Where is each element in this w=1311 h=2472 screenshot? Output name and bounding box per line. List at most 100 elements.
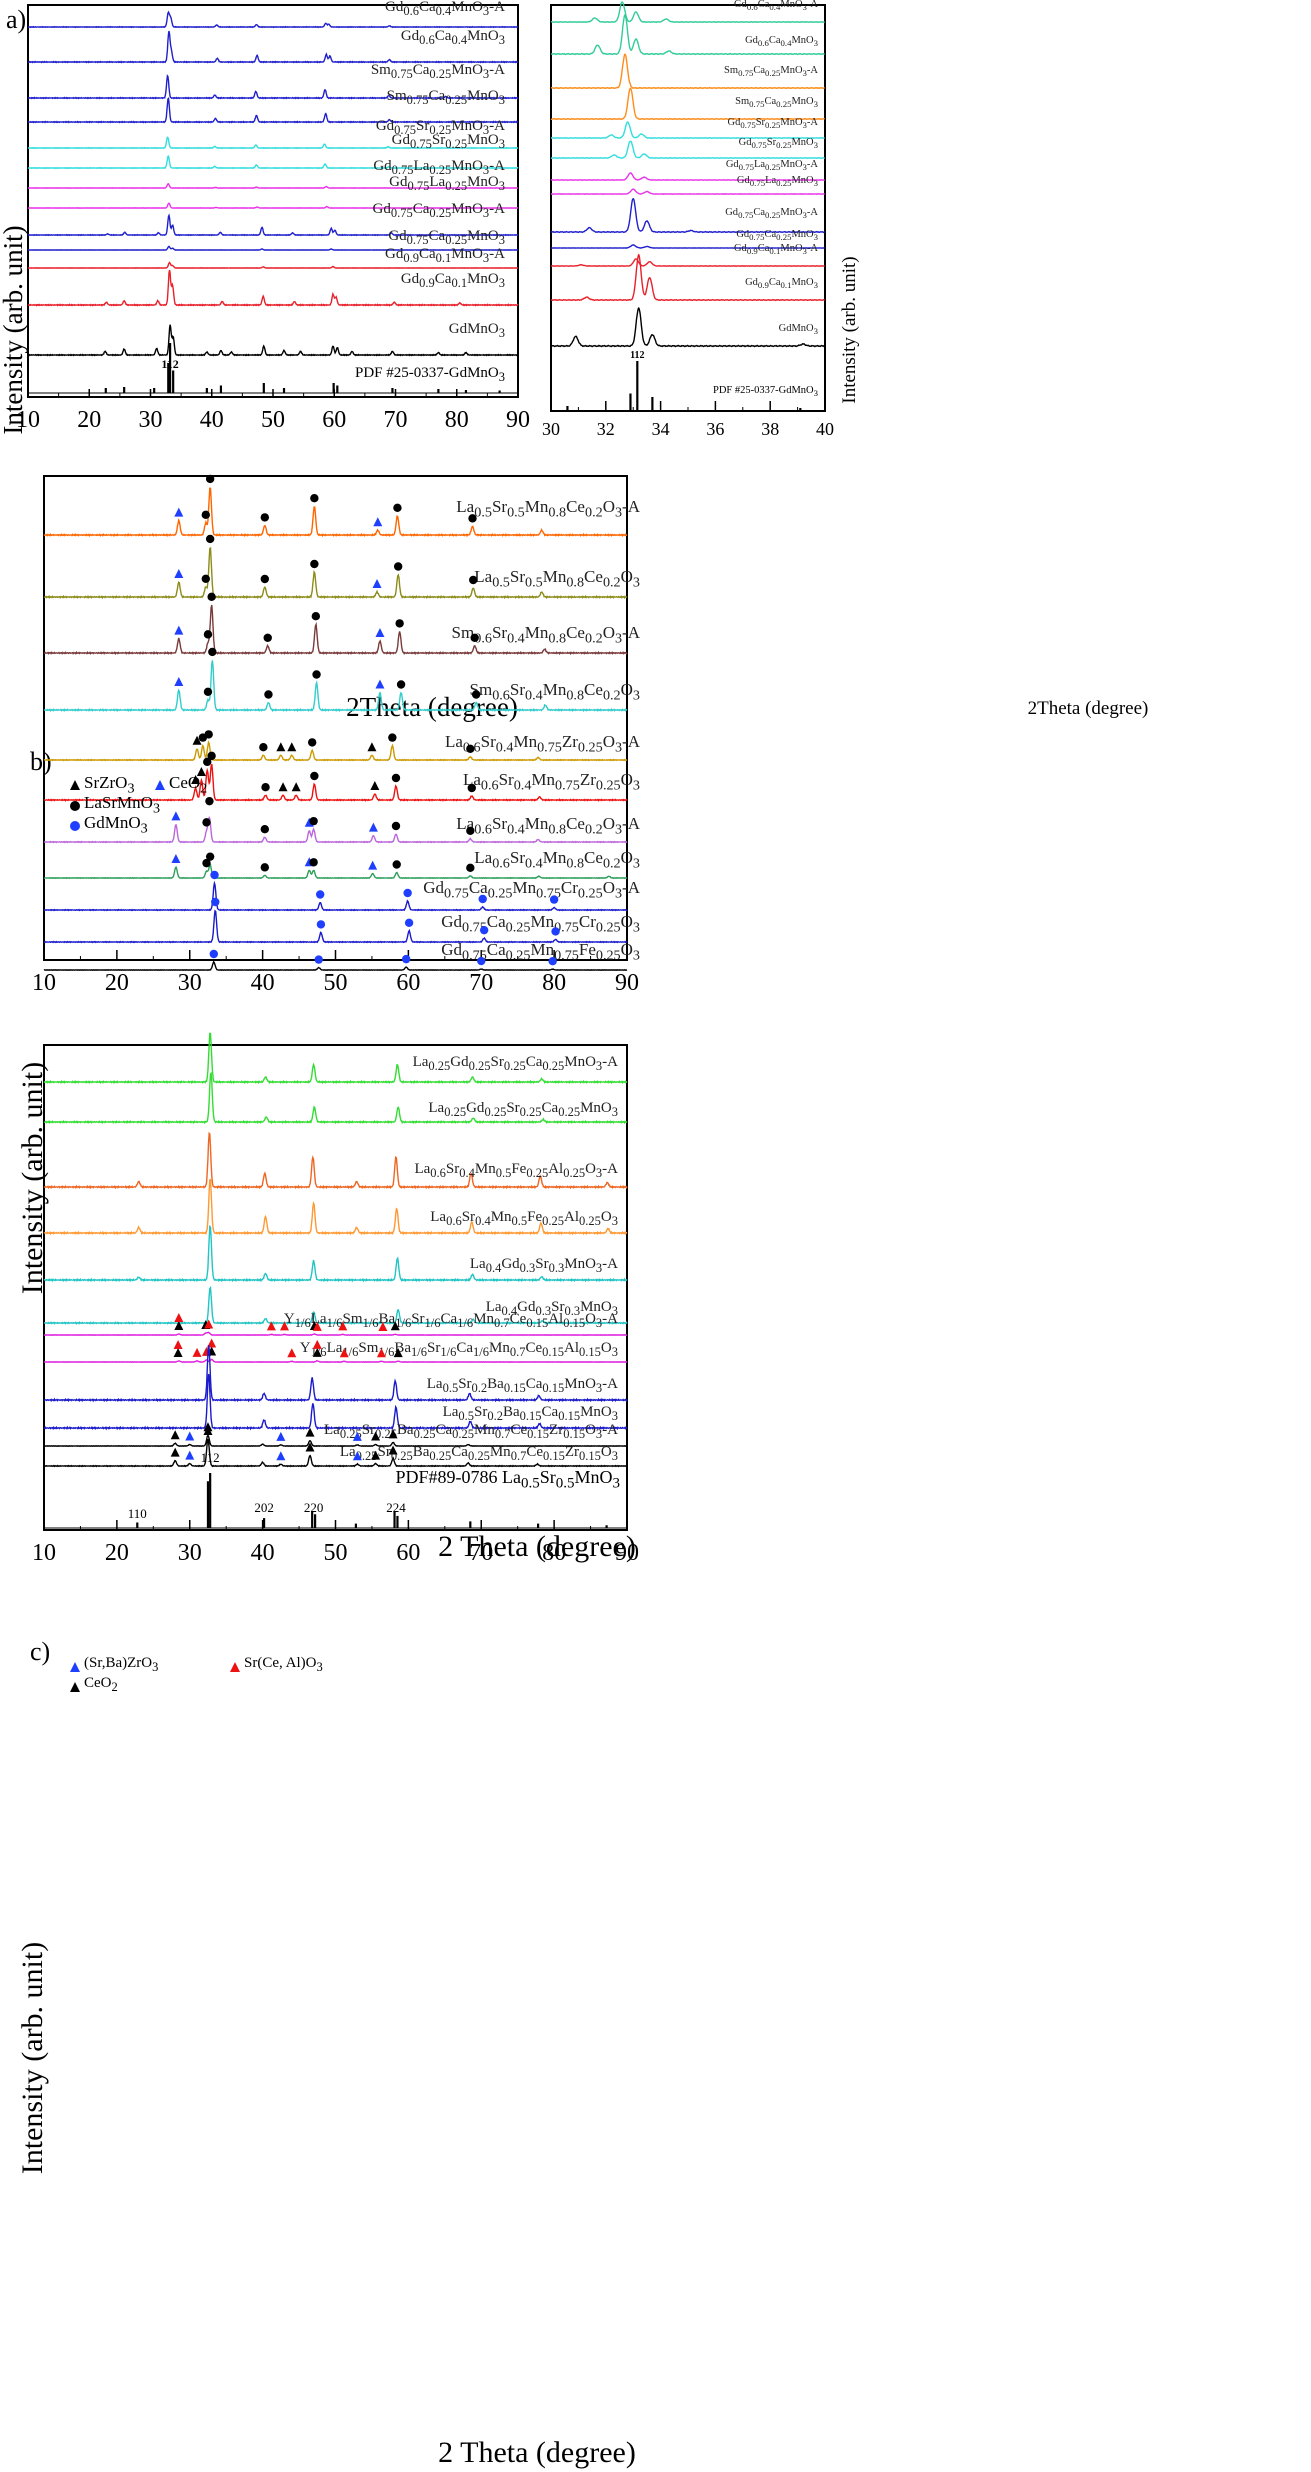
series-label: La0.25Gd0.25Sr0.25Ca0.25MnO3-A bbox=[413, 1055, 618, 1072]
x-tick-label: 40 bbox=[200, 407, 224, 433]
phase-marker-triangle bbox=[279, 1321, 289, 1331]
phase-marker-triangle bbox=[305, 1442, 315, 1452]
x-tick-label: 40 bbox=[251, 1540, 275, 1566]
x-tick-label: 20 bbox=[77, 407, 101, 433]
series-label: Gd0.75Ca0.25MnO3-A bbox=[725, 208, 818, 219]
inset-xlabel: 2Theta (degree) bbox=[1028, 698, 1149, 719]
series-label: La0.6Sr0.4Mn0.75Zr0.25O3-A bbox=[445, 733, 640, 754]
phase-marker-triangle bbox=[368, 860, 378, 870]
legend-triangle bbox=[70, 1682, 80, 1692]
series-label: La0.5Sr0.2Ba0.15Ca0.15MnO3 bbox=[443, 1405, 618, 1422]
phase-marker-circle bbox=[310, 559, 319, 569]
series-label: La0.5Sr0.2Ba0.15Ca0.15MnO3-A bbox=[427, 1377, 618, 1394]
phase-marker-circle bbox=[316, 920, 326, 929]
x-tick-label: 70 bbox=[469, 970, 493, 996]
phase-marker-triangle bbox=[170, 1447, 180, 1457]
series-line bbox=[44, 604, 628, 656]
phase-marker-circle bbox=[259, 743, 268, 752]
series-line bbox=[550, 198, 825, 234]
phase-marker-triangle bbox=[368, 822, 378, 832]
phase-marker-circle bbox=[203, 687, 213, 697]
series-label: Gd0.6Ca0.4MnO3 bbox=[745, 36, 818, 47]
phase-marker-triangle bbox=[371, 1431, 381, 1441]
series-label: Gd0.75Ca0.25Mn0.75Cr0.25O3 bbox=[441, 913, 640, 934]
phase-marker-circle bbox=[403, 888, 412, 898]
phase-marker-circle bbox=[207, 751, 216, 761]
hkl-label: 202 bbox=[254, 1500, 274, 1515]
panel-c-ylabel: Intensity (arb. unit) bbox=[16, 1942, 49, 2174]
series-label: Gd0.75La0.25MnO3-A bbox=[373, 159, 505, 176]
series-label: GdMnO3 bbox=[779, 324, 818, 335]
legend-triangle bbox=[70, 780, 80, 790]
phase-marker-circle bbox=[396, 680, 406, 689]
phase-marker-circle bbox=[263, 633, 272, 642]
phase-marker-triangle bbox=[375, 679, 385, 689]
series-line bbox=[27, 261, 519, 270]
series-label: Sm0.75Ca0.25MnO3-A bbox=[371, 63, 505, 80]
panel-0-plot: 10 20 30 40 50 60 70 80 90 Gd0.6Ca0.4MnO3-A Gd0.6C… bbox=[16, 0, 530, 433]
series-line bbox=[43, 487, 628, 538]
legend-triangle bbox=[155, 780, 165, 790]
series-label: Sm0.75Ca0.25MnO3 bbox=[387, 89, 505, 106]
series-label: GdMnO3 bbox=[449, 322, 505, 339]
legend-label: (Sr,Ba)ZrO3 bbox=[84, 1656, 158, 1673]
series-line bbox=[43, 909, 628, 944]
panel-a-xlabel: 2Theta (degree) bbox=[346, 692, 518, 722]
series-line bbox=[28, 245, 518, 251]
phase-marker-circle bbox=[466, 863, 475, 872]
phase-marker-circle bbox=[391, 773, 401, 783]
phase-marker-circle bbox=[401, 954, 411, 964]
series-label: Gd0.75La0.25MnO3-A bbox=[726, 160, 818, 171]
panel-1-plot: 30 32 34 36 38 40 Gd0.6Ca0.4MnO3-A Gd0.6Ca0.4Mn… bbox=[542, 0, 834, 439]
x-tick-label: 90 bbox=[506, 407, 530, 433]
phase-marker-triangle bbox=[312, 1321, 322, 1331]
x-tick-label: 70 bbox=[384, 407, 408, 433]
legend-circle bbox=[70, 801, 80, 811]
phase-marker-triangle bbox=[370, 781, 380, 790]
series-label: La0.25Sr0.25Ba0.25Ca0.25Mn0.7Ce0.15Zr0.1… bbox=[324, 1423, 618, 1440]
series-line bbox=[43, 1438, 628, 1468]
phase-marker-triangle bbox=[352, 1451, 362, 1461]
phase-marker-circle bbox=[466, 744, 475, 753]
phase-marker-triangle bbox=[276, 1431, 286, 1441]
phase-marker-triangle bbox=[287, 1348, 297, 1358]
series-line bbox=[43, 1285, 628, 1325]
hkl-label: 224 bbox=[386, 1500, 406, 1515]
phase-marker-triangle bbox=[192, 735, 202, 745]
panel-3-plot: 10 20 30 40 50 60 70 80 90 La0.25Gd0.25Sr0.25Ca0.… bbox=[32, 1032, 639, 1693]
series-label: Gd0.75La0.25MnO3 bbox=[737, 176, 818, 187]
x-tick-label: 80 bbox=[542, 970, 566, 996]
series-label: Gd0.75Sr0.25MnO3-A bbox=[728, 118, 818, 129]
phase-marker-circle bbox=[388, 733, 397, 742]
series-line bbox=[551, 258, 825, 267]
series-label: Gd0.9Ca0.1MnO3-A bbox=[385, 247, 505, 264]
series-label: Gd0.9Ca0.1MnO3 bbox=[745, 278, 818, 289]
phase-marker-triangle bbox=[174, 569, 184, 578]
series-line bbox=[43, 1224, 628, 1283]
phase-marker-triangle bbox=[174, 1313, 184, 1323]
phase-marker-triangle bbox=[266, 1321, 276, 1331]
x-tick-label: 40 bbox=[251, 970, 275, 996]
x-tick-label: 40 bbox=[816, 419, 834, 439]
x-tick-label: 60 bbox=[322, 407, 346, 433]
x-tick-label: 20 bbox=[105, 1540, 129, 1566]
phase-marker-triangle bbox=[278, 782, 288, 792]
panel-b-label: b) bbox=[30, 747, 52, 776]
phase-marker-circle bbox=[392, 860, 401, 869]
series-label: Gd0.75Sr0.25MnO3 bbox=[739, 138, 818, 149]
series-line bbox=[551, 188, 825, 195]
series-label: Gd0.6Ca0.4MnO3-A bbox=[734, 0, 818, 11]
series-label: Gd0.9Ca0.1MnO3 bbox=[401, 272, 505, 289]
series-line bbox=[43, 815, 628, 844]
phase-marker-triangle bbox=[191, 774, 201, 784]
panel-c-xlabel: 2 Theta (degree) bbox=[438, 2436, 636, 2469]
phase-marker-circle bbox=[203, 630, 213, 639]
phase-marker-triangle bbox=[203, 1426, 213, 1435]
series-line bbox=[550, 140, 825, 160]
phase-marker-circle bbox=[261, 783, 270, 792]
phase-marker-circle bbox=[208, 647, 217, 657]
x-tick-label: 36 bbox=[706, 419, 724, 439]
phase-marker-triangle bbox=[390, 1321, 400, 1331]
legend-circle bbox=[70, 821, 80, 831]
series-line bbox=[28, 182, 519, 190]
